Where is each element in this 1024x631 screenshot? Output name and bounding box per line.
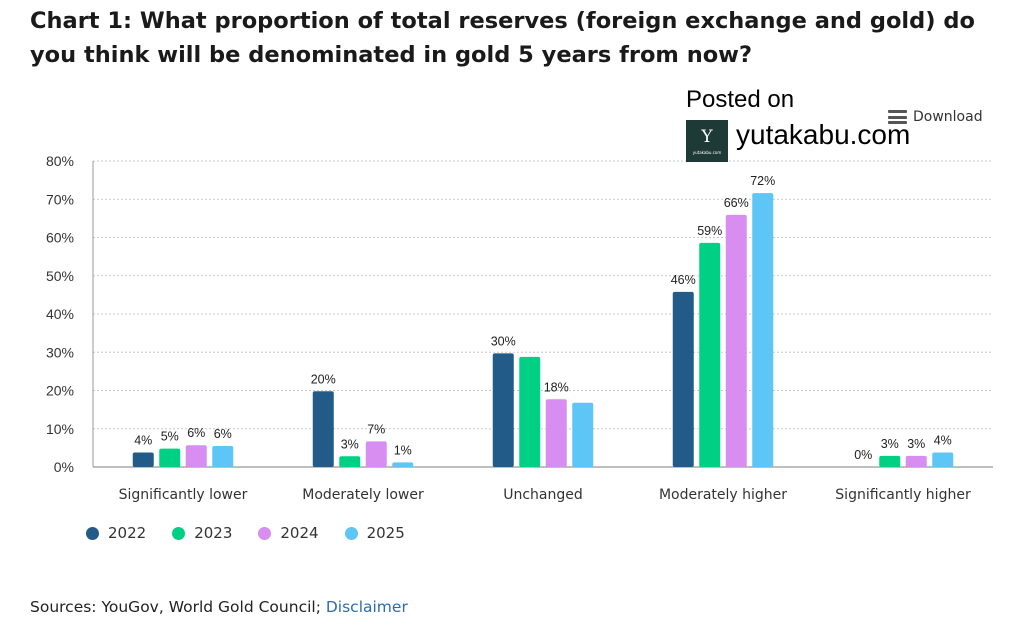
watermark-site: yutakabu.com [736, 119, 911, 150]
x-tick-label: Significantly lower [119, 487, 248, 503]
watermark: Posted on Y yutakabu.com yutakabu.com [686, 86, 936, 166]
data-label: 4% [134, 433, 152, 447]
data-label: 4% [934, 433, 952, 447]
bar-2023[interactable] [699, 242, 721, 467]
data-label: 3% [881, 437, 899, 451]
legend-item-2024[interactable]: 2024 [258, 524, 319, 542]
yutakabu-logo: Y yutakabu.com [686, 120, 728, 162]
legend-dot-2022 [86, 526, 99, 540]
legend-dot-2025 [344, 526, 358, 540]
sources-text: Sources: YouGov, World Gold Council; [30, 598, 326, 616]
bar-2024[interactable] [905, 455, 927, 467]
logo-mark: Y [701, 127, 713, 147]
x-tick-label: Moderately higher [659, 487, 787, 503]
y-tick-label: 70% [46, 191, 74, 207]
data-labels: 4% 5% 6% 6% 20% 3% 7% 1% 30% 18% 46% 59%66%72% 0% 3% 3… [134, 174, 952, 462]
y-tick-label: 60% [46, 230, 74, 246]
bar-2025[interactable] [752, 193, 774, 467]
bar-2022[interactable] [672, 291, 694, 467]
bar-2023[interactable] [339, 456, 361, 467]
bars [132, 193, 954, 467]
data-label: 30% [491, 334, 516, 348]
bar-2023[interactable] [519, 356, 541, 467]
menu-icon [888, 110, 907, 124]
gridlines [93, 160, 993, 430]
axes: 0% 10% 20% 30% 40% 50% 60% 70% 80% Significantly … [46, 153, 993, 503]
y-tick-label: 10% [46, 421, 74, 437]
watermark-posted-on: Posted on [686, 86, 795, 113]
data-label: 6% [187, 426, 205, 440]
legend-item-2023[interactable]: 2023 [172, 524, 232, 542]
data-label: 0% [854, 448, 872, 462]
bar-2025[interactable] [212, 445, 234, 467]
data-label: 18% [544, 380, 569, 394]
bar-2025[interactable] [932, 452, 954, 467]
data-label: 6% [214, 427, 232, 441]
legend-dot-2024 [258, 526, 272, 540]
disclaimer-link[interactable]: Disclaimer [325, 598, 408, 616]
bar-2022[interactable] [312, 391, 334, 467]
bar-2025[interactable] [392, 462, 414, 467]
data-label: 66% [724, 196, 749, 210]
download-button[interactable]: Download [888, 106, 983, 128]
data-label: 3% [907, 437, 925, 451]
legend-label: 2023 [194, 524, 233, 542]
y-tick-label: 30% [46, 344, 74, 360]
bar-2023[interactable] [159, 448, 181, 467]
legend-label: 2022 [108, 524, 147, 542]
download-label: Download [913, 109, 983, 125]
legend-item-2025[interactable]: 2025 [344, 524, 405, 542]
chart-title: Chart 1: What proportion of total reserv… [30, 8, 975, 68]
logo-subtext: yutakabu.com [692, 150, 722, 155]
bar-2022[interactable] [492, 353, 514, 467]
bar-2024[interactable] [725, 214, 747, 467]
bar-2024[interactable] [365, 441, 387, 467]
data-label: 5% [161, 430, 179, 444]
x-tick-label: Significantly higher [835, 487, 971, 503]
data-label: 59% [697, 224, 722, 238]
data-label: 7% [367, 422, 385, 436]
y-tick-label: 80% [46, 153, 74, 169]
legend: 2022 2023 2024 2025 [86, 524, 431, 542]
bar-2024[interactable] [545, 399, 567, 467]
y-tick-label: 20% [46, 383, 74, 399]
y-tick-label: 40% [46, 306, 74, 322]
data-label: 46% [671, 273, 696, 287]
legend-label: 2024 [280, 524, 319, 542]
legend-label: 2025 [366, 524, 405, 542]
data-label: 1% [394, 443, 412, 457]
bar-2025[interactable] [572, 402, 594, 467]
legend-item-2022[interactable]: 2022 [86, 524, 146, 542]
legend-dot-2023 [172, 526, 186, 540]
x-tick-label: Unchanged [503, 487, 583, 503]
x-tick-label: Moderately lower [302, 487, 424, 503]
y-tick-label: 0% [54, 459, 74, 475]
sources-line: Sources: YouGov, World Gold Council; Dis… [30, 598, 408, 616]
bar-2023[interactable] [879, 455, 901, 467]
data-label: 72% [750, 174, 775, 188]
data-label: 3% [341, 437, 359, 451]
bar-2022[interactable] [132, 452, 154, 467]
bar-2024[interactable] [185, 445, 207, 467]
data-label: 20% [311, 372, 336, 386]
y-tick-label: 50% [46, 268, 74, 284]
